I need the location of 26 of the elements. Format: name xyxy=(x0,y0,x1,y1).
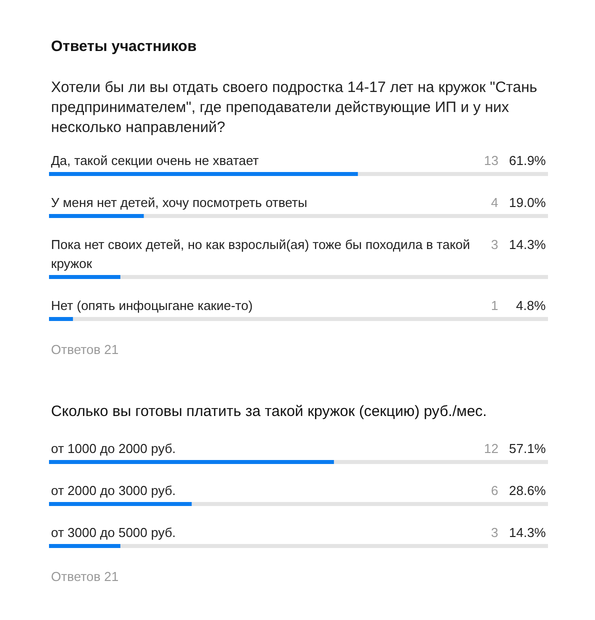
y-tick-label: от 1000 до 2000 руб. xyxy=(51,441,176,456)
y-tick-label: Пока нет своих детей, но как взрослый(ая) тоже бы походила в такой кружок xyxy=(51,237,470,271)
data-label: 14.3% xyxy=(509,237,546,252)
text: 1 xyxy=(491,298,498,313)
text: Ответов 21 xyxy=(51,569,119,584)
y-tick-label: от 3000 до 5000 руб. xyxy=(51,525,176,540)
text: 13 xyxy=(484,153,498,168)
y-tick-label: Нет (опять инфоцыгане какие-то) xyxy=(51,298,253,313)
y-tick-label: от 2000 до 3000 руб. xyxy=(51,483,176,498)
data-label: 14.3% xyxy=(509,525,546,540)
data-label: 61.9% xyxy=(509,153,546,168)
y-tick-label: Да, такой секции очень не хватает xyxy=(51,153,259,168)
data-label: 4.8% xyxy=(516,298,546,313)
chart-title: Ответы участников xyxy=(51,38,197,55)
text: 12 xyxy=(484,441,498,456)
data-label: 57.1% xyxy=(509,441,546,456)
text: 4 xyxy=(491,195,498,210)
data-label: 19.0% xyxy=(509,195,546,210)
chart-subtitle: Хотели бы ли вы отдать своего подростка 14-17 лет на кружок "Стань предпринимателем", где преподаватели действующие ИП и у них несколько направлений? xyxy=(51,79,538,136)
y-tick-label: У меня нет детей, хочу посмотреть ответы xyxy=(51,195,308,210)
data-label: 28.6% xyxy=(509,483,546,498)
text: 3 xyxy=(491,237,498,252)
text: Ответов 21 xyxy=(51,342,119,357)
chart-title: Сколько вы готовы платить за такой кружок (секцию) руб./мес. xyxy=(51,403,487,420)
text: 3 xyxy=(491,525,498,540)
text: 6 xyxy=(491,483,498,498)
